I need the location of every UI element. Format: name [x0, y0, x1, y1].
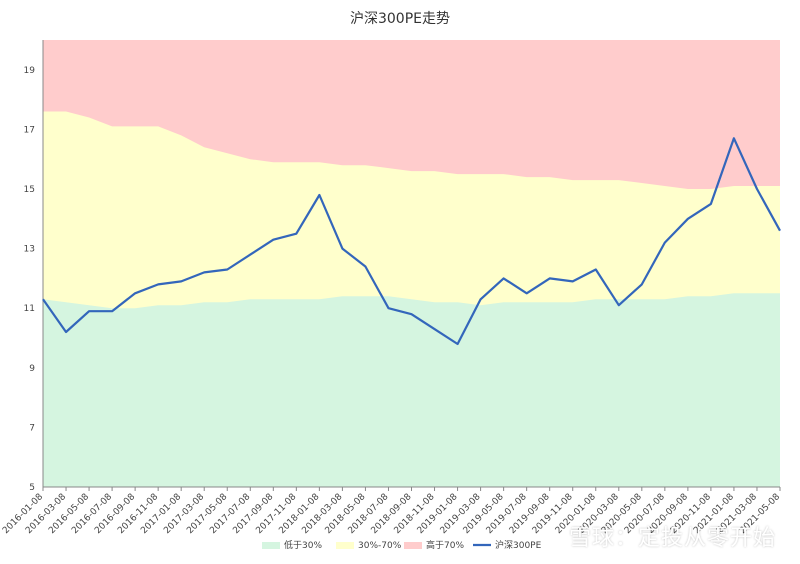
y-tick-label: 13 — [24, 245, 35, 255]
bands — [43, 40, 780, 487]
y-tick-label: 9 — [29, 364, 35, 374]
legend: 低于30% 30%-70% 高于70% 沪深300PE — [262, 539, 542, 551]
pe-line — [42, 137, 781, 346]
y-tick-label: 19 — [24, 66, 36, 76]
legend-label: 30%-70% — [358, 541, 402, 551]
legend-swatch — [262, 542, 280, 549]
legend-swatch — [404, 542, 422, 549]
legend-label: 沪深300PE — [495, 539, 542, 551]
chart-title: 沪深300PE走势 — [349, 11, 450, 27]
y-tick-label: 7 — [29, 423, 35, 433]
legend-label: 高于70% — [426, 539, 464, 551]
series-line-pe — [42, 137, 781, 346]
band-1 — [43, 293, 780, 487]
y-tick-label: 11 — [24, 304, 35, 314]
watermark: 雪球：定投从零开始 — [568, 526, 776, 551]
legend-swatch — [336, 542, 354, 549]
y-tick-label: 17 — [24, 125, 35, 135]
y-tick-label: 5 — [29, 483, 35, 493]
y-tick-label: 15 — [24, 185, 35, 195]
y-axis: 5 7 9 11 13 15 17 19 — [24, 66, 36, 493]
legend-label: 低于30% — [284, 539, 322, 551]
